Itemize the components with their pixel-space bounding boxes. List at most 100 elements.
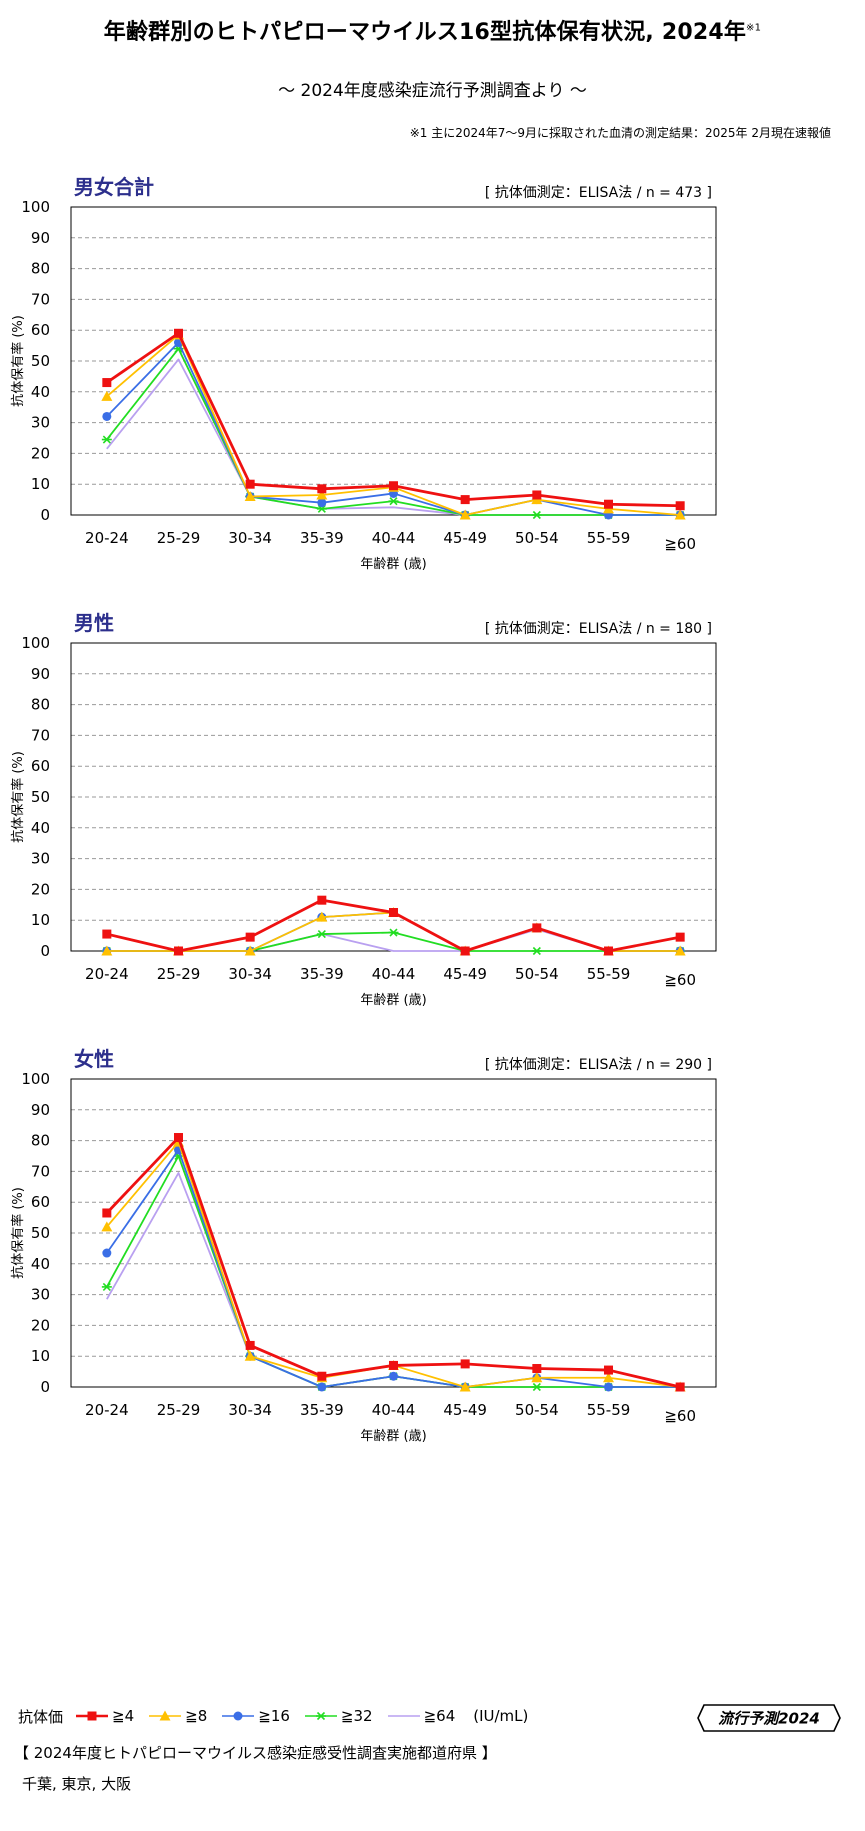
- x-tick-label: 20-24: [85, 529, 129, 547]
- data-point-s1-2: [244, 491, 256, 502]
- data-point-s2-0: [102, 1248, 112, 1258]
- legend-unit: (IU/mL): [473, 1707, 529, 1725]
- data-point-s0-8: [675, 501, 685, 511]
- x-tick-label: 30-34: [228, 1401, 272, 1419]
- y-tick-label: 60: [31, 321, 50, 339]
- y-tick-label: 50: [31, 788, 50, 806]
- legend-label: ≧32: [340, 1707, 373, 1725]
- y-tick-label: 0: [40, 1378, 50, 1396]
- y-tick-label: 10: [31, 475, 50, 493]
- y-tick-label: 10: [31, 1347, 50, 1365]
- survey-logo: 流行予測2024: [697, 1704, 841, 1732]
- data-point-s0-1: [174, 328, 183, 338]
- series-line-0: [106, 331, 681, 508]
- x-tick-label: ≧60: [664, 971, 696, 989]
- x-tick-label: 40-44: [372, 529, 416, 547]
- chart-subtitle: ～ 2024年度感染症流行予測調査より ～: [278, 81, 587, 101]
- legend-marker: [87, 1711, 97, 1721]
- x-tick-label: 55-59: [587, 529, 631, 547]
- x-axis-label: 年齢群 (歳): [360, 993, 426, 1008]
- x-tick-label: 35-39: [300, 1401, 344, 1419]
- data-point-s1-3: [316, 911, 328, 922]
- chart-title: 年齢群別のヒトパピローマウイルス16型抗体保有状況, 2024年※1: [0, 14, 865, 46]
- y-tick-label: 90: [31, 229, 50, 247]
- y-tick-label: 80: [31, 1132, 50, 1150]
- data-point-s1-8: [674, 945, 686, 956]
- y-tick-label: 40: [31, 819, 50, 837]
- x-tick-label: 25-29: [157, 1401, 201, 1419]
- data-point-s0-1: [174, 1133, 183, 1143]
- y-tick-label: 30: [31, 414, 50, 432]
- x-tick-label: 45-49: [443, 965, 487, 983]
- data-point-s0-2: [245, 479, 255, 489]
- y-tick-label: 100: [21, 634, 50, 652]
- data-point-s1-0: [101, 945, 113, 956]
- x-tick-label: 30-34: [228, 529, 272, 547]
- legend-item-0: ≧4: [75, 1707, 134, 1725]
- x-tick-label: 50-54: [515, 1401, 559, 1419]
- data-point-s0-7: [604, 946, 613, 956]
- panel-method: [ 抗体価測定：ELISA法 / n = 180 ]: [485, 621, 712, 637]
- data-point-s0-2: [245, 932, 255, 942]
- legend-label: ≧16: [258, 1707, 290, 1725]
- data-point-s0-4: [389, 481, 398, 491]
- y-tick-label: 90: [31, 665, 50, 683]
- data-point-s3-4: [388, 497, 399, 506]
- series-line-0: [105, 1136, 681, 1389]
- data-point-s0-4: [389, 1360, 398, 1370]
- data-point-s1-2: [244, 1350, 256, 1361]
- y-axis-label: 抗体保有率 (%): [10, 1187, 26, 1279]
- x-tick-label: 20-24: [85, 1401, 129, 1419]
- legend-label: ≧64: [423, 1707, 456, 1725]
- y-tick-label: 30: [31, 850, 50, 868]
- title-text: 年齢群別のヒトパピローマウイルス16型抗体保有状況, 2024年: [103, 20, 747, 45]
- y-tick-label: 80: [31, 696, 50, 714]
- panel-title: 男女合計: [74, 175, 154, 199]
- y-tick-label: 70: [31, 290, 50, 308]
- legend-swatch: [76, 1711, 109, 1721]
- x-tick-label: 25-29: [157, 529, 201, 547]
- x-tick-label: 55-59: [587, 1401, 631, 1419]
- data-point-s0-3: [317, 1371, 327, 1381]
- x-tick-label: 40-44: [372, 1401, 416, 1419]
- legend-item-4: ≧64: [387, 1707, 456, 1725]
- data-point-s1-2: [244, 945, 256, 956]
- legend-title: 抗体価: [18, 1707, 64, 1726]
- x-tick-label: 55-59: [587, 965, 631, 983]
- data-point-s0-5: [460, 495, 470, 505]
- legend-swatch: [387, 1715, 420, 1717]
- data-point-s0-0: [102, 1208, 112, 1218]
- legend-item-3: ≧32: [304, 1707, 373, 1725]
- data-point-s0-1: [174, 946, 183, 956]
- y-tick-label: 10: [31, 911, 50, 929]
- data-point-s0-8: [675, 1382, 685, 1392]
- data-point-s0-8: [675, 932, 685, 942]
- legend-marker: [233, 1711, 243, 1721]
- x-tick-label: 35-39: [300, 529, 344, 547]
- y-tick-label: 20: [31, 1316, 50, 1334]
- legend-item-2: ≧16: [221, 1707, 290, 1725]
- y-tick-label: 70: [31, 1162, 50, 1180]
- y-tick-label: 40: [31, 383, 50, 401]
- data-point-s0-3: [317, 484, 327, 494]
- y-tick-label: 70: [31, 726, 50, 744]
- y-tick-label: 60: [31, 1193, 50, 1211]
- x-axis-label: 年齢群 (歳): [360, 1429, 426, 1444]
- data-point-s0-5: [460, 946, 470, 956]
- x-tick-label: 35-39: [300, 965, 344, 983]
- x-tick-label: 40-44: [372, 965, 416, 983]
- legend-swatch: [149, 1710, 182, 1721]
- y-tick-label: 0: [40, 942, 50, 960]
- y-tick-label: 100: [21, 198, 50, 216]
- data-point-s0-2: [245, 1340, 255, 1350]
- chart-panel-female: 女性 [ 抗体価測定：ELISA法 / n = 290 ] 0 10 20 30 40 50 6…: [10, 1047, 717, 1444]
- data-point-s2-3: [317, 498, 327, 508]
- data-point-s1-0: [101, 1221, 113, 1232]
- data-point-s0-7: [604, 1365, 613, 1375]
- y-tick-label: 60: [31, 757, 50, 775]
- x-tick-label: 50-54: [515, 529, 559, 547]
- y-tick-label: 90: [31, 1101, 50, 1119]
- legend-marker: [159, 1710, 171, 1721]
- y-tick-label: 0: [40, 506, 50, 524]
- y-axis-label: 抗体保有率 (%): [10, 315, 26, 407]
